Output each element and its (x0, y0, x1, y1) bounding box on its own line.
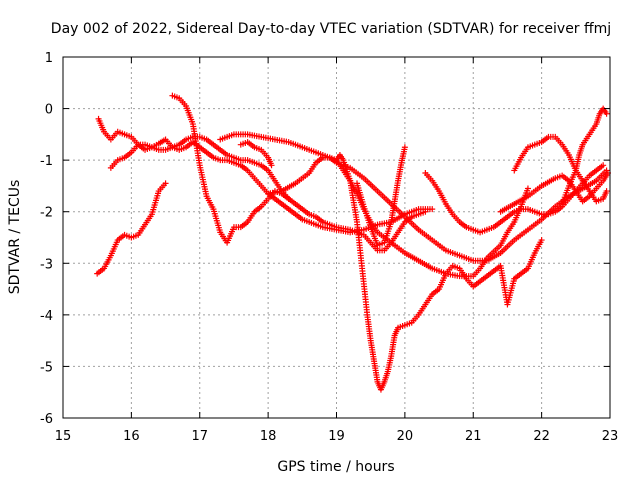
y-tick-label: 0 (45, 103, 53, 118)
data-point-sat-m (603, 110, 610, 117)
data-point-sat-i (401, 144, 408, 151)
data-point-sat-h (538, 237, 545, 244)
data-point-sat-g (524, 185, 531, 192)
x-tick-label: 23 (602, 429, 619, 444)
grid (63, 57, 610, 418)
y-tick-label: -2 (40, 206, 53, 221)
data-point-sat-b (429, 206, 436, 213)
tick-labels: 15 16 17 18 19 20 21 22 23 1 0 -1 -2 -3 -4 -5 -6 (40, 51, 618, 444)
data-point-sat-k (603, 188, 610, 195)
x-tick-label: 22 (533, 429, 550, 444)
y-tick-label: 1 (45, 51, 53, 66)
data-points (94, 92, 611, 393)
data-point-sat-c (422, 208, 429, 215)
y-tick-label: -5 (40, 360, 53, 375)
data-point-sat-a (162, 180, 169, 187)
x-axis-label: GPS time / hours (277, 459, 394, 475)
axis-ticks (62, 56, 611, 419)
y-tick-label: -3 (40, 257, 53, 272)
x-tick-label: 18 (260, 429, 277, 444)
x-tick-label: 15 (55, 429, 72, 444)
y-tick-label: -1 (40, 154, 53, 169)
x-tick-label: 16 (123, 429, 140, 444)
x-tick-label: 20 (397, 429, 414, 444)
x-tick-label: 21 (465, 429, 482, 444)
data-point-sat-j (600, 162, 607, 169)
data-point-sat-d (285, 195, 292, 202)
x-tick-label: 19 (328, 429, 345, 444)
chart-title: Day 002 of 2022, Sidereal Day-to-day VTE… (51, 21, 611, 37)
x-tick-label: 17 (191, 429, 208, 444)
y-tick-label: -4 (40, 309, 53, 324)
y-tick-label: -6 (40, 412, 53, 427)
data-point-sat-f (268, 162, 275, 169)
y-axis-label: SDTVAR / TECUs (7, 180, 23, 295)
